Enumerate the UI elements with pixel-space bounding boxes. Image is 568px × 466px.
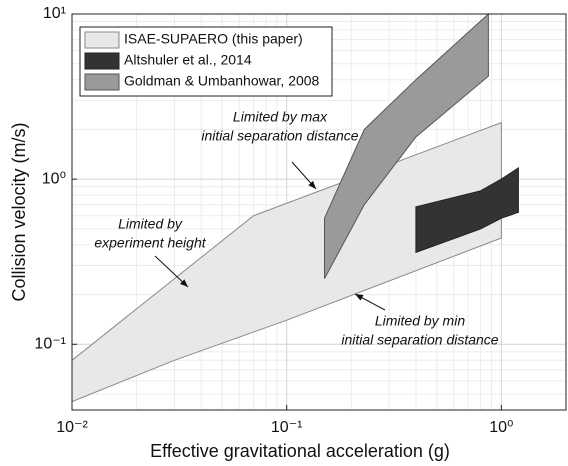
legend-swatch	[84, 73, 120, 91]
y-tick-label: 10¹	[43, 5, 66, 22]
y-tick-label: 10⁻¹	[34, 336, 66, 353]
x-axis-label: Effective gravitational acceleration (g)	[150, 441, 450, 461]
legend-swatch	[84, 31, 120, 49]
annotation: Limited by max	[233, 109, 328, 125]
arrow	[354, 293, 386, 311]
x-tick-label: 10⁻¹	[271, 419, 303, 436]
annotation: initial separation distance	[341, 332, 498, 348]
legend-label: ISAE-SUPAERO (this paper)	[124, 31, 303, 47]
annotation: experiment height	[94, 235, 206, 251]
legend-label: Altshuler et al., 2014	[124, 52, 252, 68]
annotation: initial separation distance	[201, 128, 358, 144]
annotations: Limited by max initial separation distan…	[94, 109, 498, 348]
annotation: Limited by min	[375, 313, 465, 329]
y-axis-label: Collision velocity (m/s)	[9, 122, 29, 301]
arrow	[291, 161, 317, 190]
x-tick-label: 10⁻²	[56, 419, 88, 436]
area-region	[324, 12, 489, 279]
x-tick-label: 10⁰	[489, 419, 513, 436]
legend-swatch	[84, 52, 120, 70]
arrow	[154, 255, 189, 288]
area-region	[71, 121, 502, 403]
area-region	[415, 166, 519, 254]
y-tick-label: 10⁰	[42, 170, 66, 187]
legend-box	[79, 26, 333, 97]
annotation: Limited by	[118, 216, 183, 232]
plot-frame	[71, 13, 567, 411]
legend-label: Goldman & Umbanhowar, 2008	[124, 73, 320, 89]
